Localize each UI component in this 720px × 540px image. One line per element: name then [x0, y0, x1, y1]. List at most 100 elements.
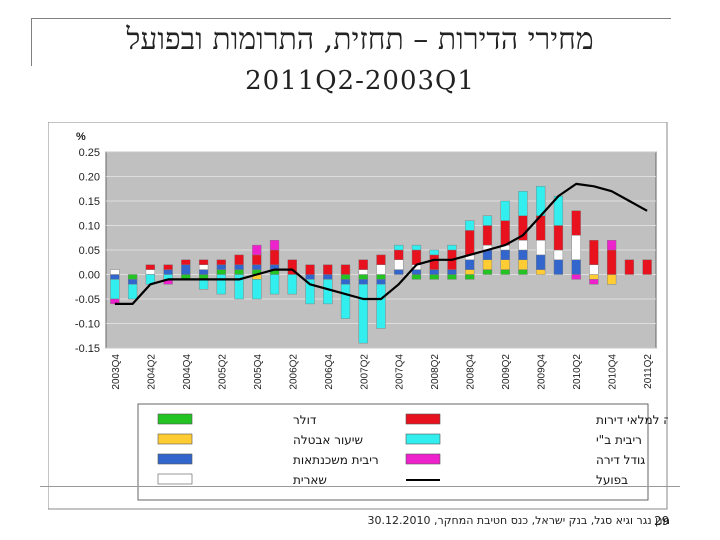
bar-segment [323, 279, 333, 305]
y-tick-label: -0.10 [75, 319, 100, 331]
bar-segment [234, 269, 244, 275]
x-tick-label: 2003Q4 [111, 354, 122, 390]
bar-segment [198, 264, 209, 270]
bar-segment [465, 220, 475, 231]
x-tick-label: 2007Q4 [395, 354, 406, 390]
bar-segment [465, 230, 475, 256]
bar-segment [553, 259, 564, 275]
x-tick-label: 2011Q2 [643, 354, 654, 389]
legend-label: גודל דירה [596, 453, 645, 467]
legend-label: בפועל [596, 473, 628, 487]
legend-label: דולר [293, 413, 317, 427]
bar-segment [198, 269, 209, 275]
legend-label: שיעור אבטלה [293, 433, 363, 447]
slide-subtitle-period: 2011Q2-2003Q1 [245, 66, 475, 96]
y-tick-label: 0.10 [79, 221, 100, 233]
bar-segment [553, 225, 564, 251]
stacked-bar-chart: 0.25 0.20 0.15 0.10 0.05 0.00 -0.05 -0.10 -0.15%… [47, 121, 720, 510]
bar-segment [110, 274, 120, 280]
bar-segment [358, 279, 368, 285]
bar-segment [127, 284, 138, 300]
legend-swatch [405, 433, 441, 445]
bar-segment [500, 200, 510, 221]
bar-segment [482, 269, 493, 275]
bar-segment [181, 264, 191, 275]
bar-segment [465, 269, 475, 275]
bar-segment [394, 244, 404, 251]
bar-segment [589, 279, 599, 285]
legend-label: ריבית משכנתאות [293, 453, 379, 467]
x-tick-label: 2006Q4 [324, 354, 335, 390]
legend-box [137, 403, 649, 501]
bar-segment [518, 269, 528, 275]
bar-segment [482, 259, 493, 270]
bar-segment [518, 259, 528, 270]
bar-segment [340, 264, 351, 275]
bar-segment [394, 249, 404, 261]
legend-swatch [405, 413, 441, 425]
bar-segment [110, 279, 120, 300]
bar-segment [411, 244, 422, 251]
legend-swatch [157, 413, 193, 425]
bar-segment [536, 269, 546, 275]
page-number: 29 [654, 514, 670, 528]
bar-segment [589, 264, 599, 275]
legend-swatch [157, 453, 193, 465]
bar-segment [269, 274, 280, 295]
y-unit-label: % [76, 131, 86, 143]
footer-source: מנן נגר וגיא סגל, בנק ישראל, כנס חטיבת ה… [367, 514, 670, 527]
bar-segment [518, 249, 528, 261]
bar-segment [447, 244, 457, 251]
bar-segment [163, 269, 173, 275]
bar-segment [411, 269, 422, 275]
bar-segment [110, 269, 120, 275]
title-left-rule [31, 18, 32, 66]
bar-segment [429, 249, 439, 256]
bar-segment [376, 264, 386, 275]
x-tick-label: 2010Q4 [608, 354, 619, 390]
bar-segment [127, 279, 138, 285]
x-tick-label: 2010Q2 [572, 354, 583, 390]
bar-segment [358, 274, 368, 280]
bar-segment [376, 279, 386, 285]
bar-segment [269, 249, 280, 265]
bar-segment [429, 274, 439, 280]
bar-segment [216, 274, 226, 295]
y-tick-label: -0.15 [75, 343, 100, 355]
bar-segment [323, 264, 333, 275]
bar-segment [252, 244, 262, 256]
bar-segment [234, 254, 244, 265]
bar-segment [305, 279, 315, 305]
bar-segment [553, 249, 564, 261]
title-top-rule [31, 18, 671, 19]
x-tick-label: 2008Q4 [466, 354, 477, 390]
bar-segment [110, 298, 120, 305]
actual-price-line [114, 182, 648, 305]
bar-segment [198, 259, 209, 265]
bar-segment [376, 254, 386, 265]
legend-label: ריבית ב"י [596, 433, 642, 447]
legend-swatch [157, 433, 193, 445]
legend-label: יחס אוכלוסיה למלאי דירות [596, 413, 668, 427]
bar-segment [145, 269, 155, 275]
bar-segment [571, 210, 581, 236]
bar-segment [411, 274, 422, 280]
bar-segment [340, 284, 351, 319]
y-tick-label: 0.15 [79, 196, 100, 208]
bar-segment [571, 235, 581, 261]
bar-segment [518, 239, 528, 251]
bar-segment [571, 259, 581, 275]
bar-segment [429, 254, 439, 270]
y-tick-label: 0.25 [79, 147, 100, 159]
bar-segment [340, 274, 351, 280]
y-tick-label: 0.20 [79, 172, 100, 184]
x-tick-label: 2008Q2 [430, 354, 441, 390]
bar-segment [145, 264, 155, 270]
bar-segment [376, 284, 386, 329]
bar-segment [127, 274, 138, 280]
bar-segment [536, 239, 546, 256]
bar-segment [181, 259, 191, 265]
bar-segment [607, 274, 617, 285]
bar-segment [376, 274, 386, 280]
bar-segment [447, 274, 457, 280]
